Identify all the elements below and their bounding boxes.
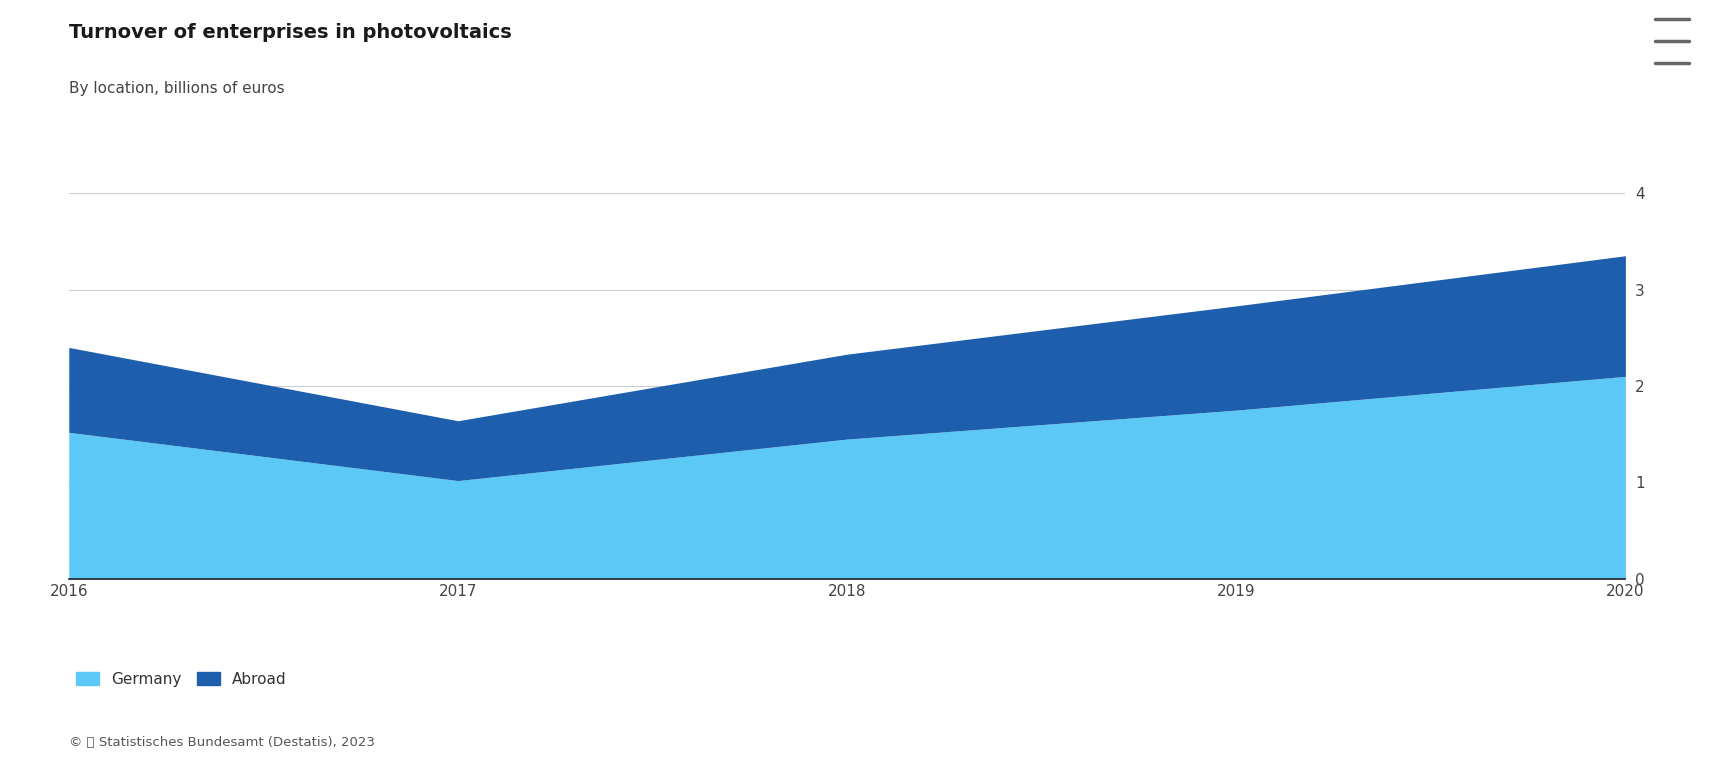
Legend: Germany, Abroad: Germany, Abroad [76, 672, 287, 686]
Text: © 📊 Statistisches Bundesamt (Destatis), 2023: © 📊 Statistisches Bundesamt (Destatis), … [69, 736, 375, 749]
Text: Turnover of enterprises in photovoltaics: Turnover of enterprises in photovoltaics [69, 23, 511, 42]
Text: By location, billions of euros: By location, billions of euros [69, 81, 284, 96]
